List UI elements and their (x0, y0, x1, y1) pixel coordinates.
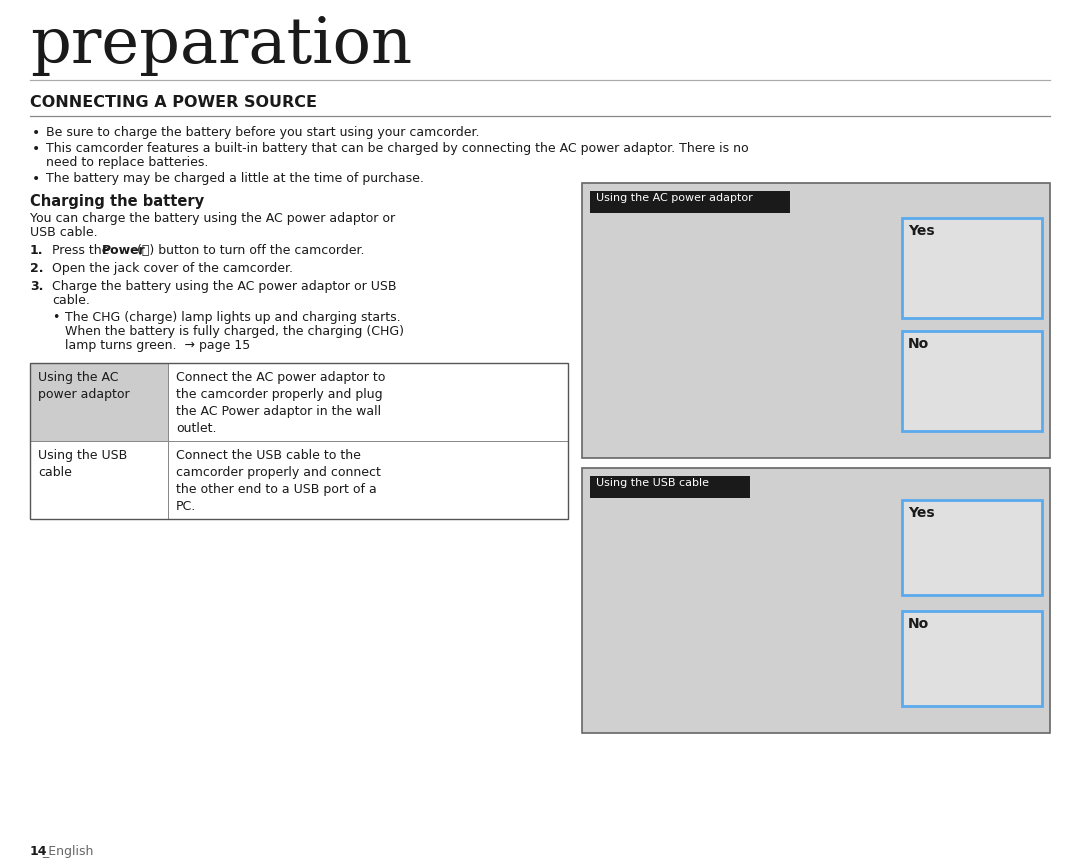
Text: •: • (32, 172, 40, 186)
Text: The CHG (charge) lamp lights up and charging starts.: The CHG (charge) lamp lights up and char… (65, 311, 401, 324)
Text: (⏻) button to turn off the camcorder.: (⏻) button to turn off the camcorder. (133, 244, 365, 257)
Text: Charge the battery using the AC power adaptor or USB: Charge the battery using the AC power ad… (52, 280, 396, 293)
Bar (590, 191, 789, 213)
Text: 2.: 2. (30, 262, 43, 275)
Text: Connect the USB cable to the
camcorder properly and connect
the other end to a U: Connect the USB cable to the camcorder p… (176, 449, 381, 513)
Text: •: • (32, 126, 40, 140)
Text: Using the USB
cable: Using the USB cable (38, 449, 127, 479)
Text: Power: Power (102, 244, 146, 257)
Text: Using the AC power adaptor: Using the AC power adaptor (596, 193, 753, 203)
Text: Using the USB cable: Using the USB cable (596, 478, 708, 488)
Text: No: No (908, 337, 929, 351)
Text: Connect the AC power adaptor to
the camcorder properly and plug
the AC Power ada: Connect the AC power adaptor to the camc… (176, 371, 386, 435)
Text: •: • (52, 311, 59, 324)
Text: lamp turns green.  → page 15: lamp turns green. → page 15 (65, 339, 251, 352)
Bar (902, 500, 1042, 595)
Text: preparation: preparation (30, 15, 413, 76)
Text: 14: 14 (30, 845, 48, 858)
Bar (168, 441, 568, 519)
Text: need to replace batteries.: need to replace batteries. (46, 156, 208, 169)
Bar (902, 611, 1042, 706)
Text: Yes: Yes (908, 506, 934, 520)
Text: USB cable.: USB cable. (30, 226, 97, 239)
Text: cable.: cable. (52, 294, 90, 307)
Bar (30, 441, 168, 519)
Bar (902, 218, 1042, 318)
Text: •: • (32, 142, 40, 156)
Text: Press the: Press the (52, 244, 113, 257)
Bar (168, 363, 568, 441)
Bar (582, 468, 1050, 733)
Bar (30, 363, 568, 519)
Text: 1.: 1. (30, 244, 43, 257)
Text: Be sure to charge the battery before you start using your camcorder.: Be sure to charge the battery before you… (46, 126, 480, 139)
Text: Using the AC
power adaptor: Using the AC power adaptor (38, 371, 130, 401)
Text: Charging the battery: Charging the battery (30, 194, 204, 209)
Text: The battery may be charged a little at the time of purchase.: The battery may be charged a little at t… (46, 172, 423, 185)
Text: CONNECTING A POWER SOURCE: CONNECTING A POWER SOURCE (30, 95, 318, 110)
Bar (582, 183, 1050, 458)
Bar (30, 363, 168, 441)
Text: When the battery is fully charged, the charging (CHG): When the battery is fully charged, the c… (65, 325, 404, 338)
Text: This camcorder features a built-in battery that can be charged by connecting the: This camcorder features a built-in batte… (46, 142, 748, 155)
Text: Open the jack cover of the camcorder.: Open the jack cover of the camcorder. (52, 262, 293, 275)
Text: Yes: Yes (908, 224, 934, 238)
Text: No: No (908, 617, 929, 631)
Text: 3.: 3. (30, 280, 43, 293)
Bar (902, 331, 1042, 431)
Bar (590, 476, 750, 498)
Text: _English: _English (42, 845, 93, 858)
Text: You can charge the battery using the AC power adaptor or: You can charge the battery using the AC … (30, 212, 395, 225)
